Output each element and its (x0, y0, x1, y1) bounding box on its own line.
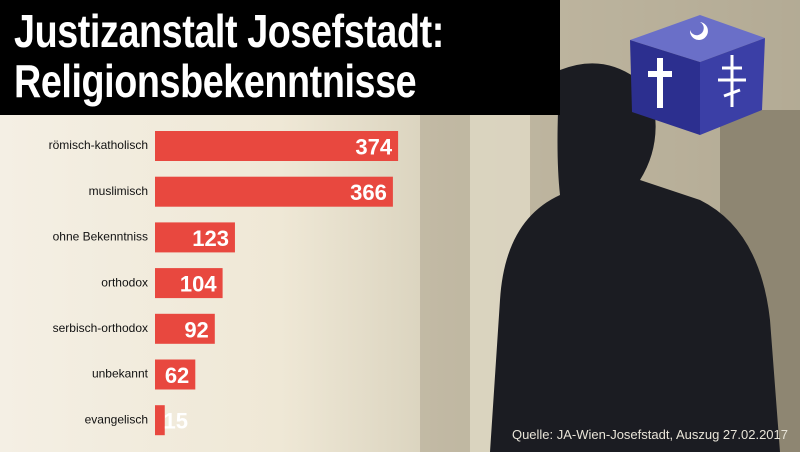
bar (155, 222, 235, 253)
value-label: 366 (350, 180, 387, 205)
value-label: 15 (164, 409, 188, 434)
category-label: orthodox (101, 275, 148, 289)
title-band (0, 0, 560, 115)
source-note: Quelle: JA-Wien-Josefstadt, Auszug 27.02… (511, 427, 788, 442)
category-label: unbekannt (92, 367, 149, 381)
value-label: 104 (180, 272, 217, 297)
value-label: 123 (192, 226, 229, 251)
value-label: 62 (165, 363, 189, 388)
bar (155, 359, 196, 390)
bar (155, 313, 215, 344)
officer-silhouette (490, 63, 780, 452)
category-label: evangelisch (85, 412, 148, 426)
religion-cube (630, 15, 765, 135)
bar (155, 176, 393, 207)
value-label: 92 (184, 317, 208, 342)
bar (155, 405, 165, 436)
category-label: römisch-katholisch (49, 138, 148, 152)
value-label: 374 (355, 135, 392, 160)
category-label: ohne Bekenntniss (53, 230, 148, 244)
bar (155, 131, 399, 161)
bar (155, 268, 223, 299)
category-label: serbisch-orthodox (53, 321, 148, 335)
category-label: muslimisch (89, 184, 148, 198)
chart-title: Justizanstalt Josefstadt: Religionsbeken… (14, 5, 444, 107)
